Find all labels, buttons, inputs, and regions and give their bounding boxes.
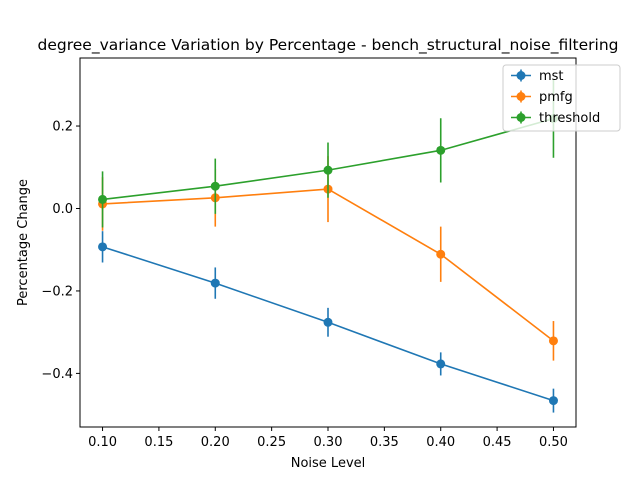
data-point — [210, 181, 220, 191]
data-point — [436, 145, 446, 155]
data-point — [323, 165, 333, 175]
x-tick-label: 0.10 — [88, 435, 117, 450]
x-tick-label: 0.30 — [314, 435, 343, 450]
y-axis-label: Percentage Change — [16, 179, 31, 306]
legend-label: mst — [539, 69, 564, 84]
data-point — [98, 242, 108, 252]
data-point — [436, 249, 446, 259]
plot-area — [98, 79, 558, 413]
x-tick-label: 0.50 — [539, 435, 568, 450]
legend-box — [502, 64, 621, 132]
x-tick-label: 0.25 — [257, 435, 286, 450]
axes-frame — [79, 57, 577, 428]
legend-item-pmfg: pmfg — [511, 90, 573, 105]
y-tick-label: 0.2 — [52, 120, 73, 135]
data-point — [210, 278, 220, 288]
legend-item-threshold: threshold — [511, 111, 600, 126]
data-point — [98, 194, 108, 204]
data-point — [548, 336, 558, 346]
chart-title: degree_variance Variation by Percentage … — [38, 36, 619, 55]
legend: mst pmfg threshold — [502, 64, 621, 132]
legend-marker — [516, 71, 526, 80]
y-tick-label: −0.2 — [41, 284, 73, 299]
legend-marker — [516, 92, 526, 101]
legend-label: threshold — [539, 111, 600, 126]
x-tick-label: 0.35 — [370, 435, 399, 450]
data-point — [323, 317, 333, 327]
legend-marker — [516, 113, 526, 122]
legend-item-mst: mst — [511, 69, 564, 84]
data-point — [548, 396, 558, 406]
data-point — [436, 359, 446, 369]
y-tick-label: 0.0 — [52, 202, 73, 217]
legend-label: pmfg — [539, 90, 573, 105]
x-axis: 0.10 0.15 0.20 0.25 0.30 0.35 0.40 0.45 0.50 — [88, 427, 568, 450]
x-tick-label: 0.15 — [144, 435, 173, 450]
y-tick-label: −0.4 — [41, 367, 73, 382]
x-tick-label: 0.45 — [483, 435, 512, 450]
x-tick-label: 0.40 — [426, 435, 455, 450]
x-axis-label: Noise Level — [291, 456, 366, 471]
series-mst — [98, 231, 558, 413]
y-axis: −0.4 −0.2 0.0 0.2 — [41, 120, 80, 382]
x-tick-label: 0.20 — [201, 435, 230, 450]
